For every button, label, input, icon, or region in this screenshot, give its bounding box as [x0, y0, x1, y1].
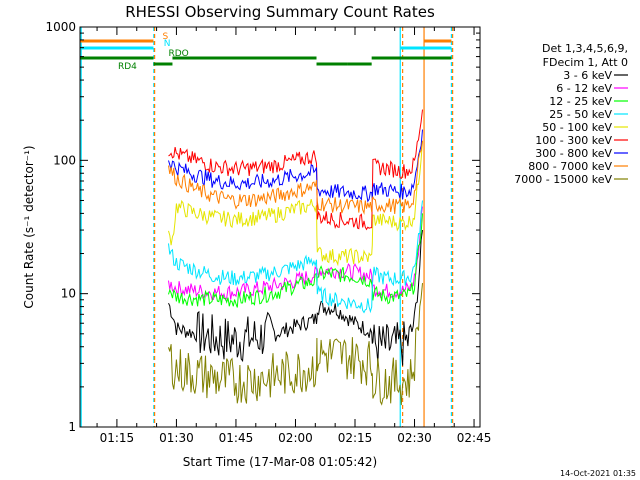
legend-label-6: 300 - 800 keV [535, 147, 612, 160]
legend-label-4: 50 - 100 keV [542, 121, 612, 134]
x-tick-label: 01:15 [100, 431, 135, 445]
x-axis-label: Start Time (17-Mar-08 01:05:42) [183, 455, 377, 469]
timestamp: 14-Oct-2021 01:35 [560, 469, 636, 478]
series-lines [168, 109, 423, 406]
state-label-n: N [164, 39, 171, 49]
series-line-2 [168, 213, 423, 308]
x-tick-label: 02:30 [397, 431, 432, 445]
legend-label-0: 3 - 6 keV [563, 69, 612, 82]
plot-frame [79, 26, 481, 428]
state-label-rd4: RD4 [118, 62, 137, 72]
legend-label-8: 7000 - 15000 keV [514, 173, 612, 186]
series-line-8 [168, 283, 423, 406]
y-tick-label: 1000 [45, 20, 76, 34]
x-tick-label: 01:30 [159, 431, 194, 445]
legend-label-7: 800 - 7000 keV [528, 160, 612, 173]
vertical-markers [80, 27, 454, 427]
x-tick-label: 02:45 [457, 431, 492, 445]
legend-label-5: 100 - 300 keV [535, 134, 612, 147]
legend-header-line-2: FDecim 1, Att 0 [543, 56, 628, 69]
y-axis-label: Count Rate (s⁻¹ detector⁻¹) [22, 145, 36, 308]
x-tick-label: 02:15 [338, 431, 373, 445]
legend-header-line-1: Det 1,3,4,5,6,9, [542, 42, 628, 55]
x-tick-label: 01:45 [219, 431, 254, 445]
y-tick-label: 100 [53, 153, 76, 167]
series-line-6 [168, 129, 423, 203]
series-line-5 [168, 109, 423, 231]
series-line-4 [168, 140, 423, 267]
legend-label-1: 6 - 12 keV [556, 82, 612, 95]
state-label-rdo: RDO [168, 49, 188, 59]
legend-label-2: 12 - 25 keV [549, 95, 612, 108]
legend-label-3: 25 - 50 keV [549, 108, 612, 121]
x-tick-label: 02:00 [278, 431, 313, 445]
tick-labels: 1 10 100 1000 01:15 01:30 01:45 02:00 02:15 02:30… [45, 20, 491, 445]
axis-ticks [80, 26, 480, 428]
series-line-0 [168, 230, 423, 366]
series-line-7 [168, 140, 423, 215]
y-tick-label: 1 [68, 420, 76, 434]
series-line-3 [168, 200, 423, 314]
state-label-s: S [163, 32, 169, 42]
chart-title: RHESSI Observing Summary Count Rates [125, 3, 435, 21]
legend: Det 1,3,4,5,6,9, FDecim 1, Att 0 3 - 6 k… [514, 42, 628, 186]
y-tick-label: 10 [61, 287, 76, 301]
